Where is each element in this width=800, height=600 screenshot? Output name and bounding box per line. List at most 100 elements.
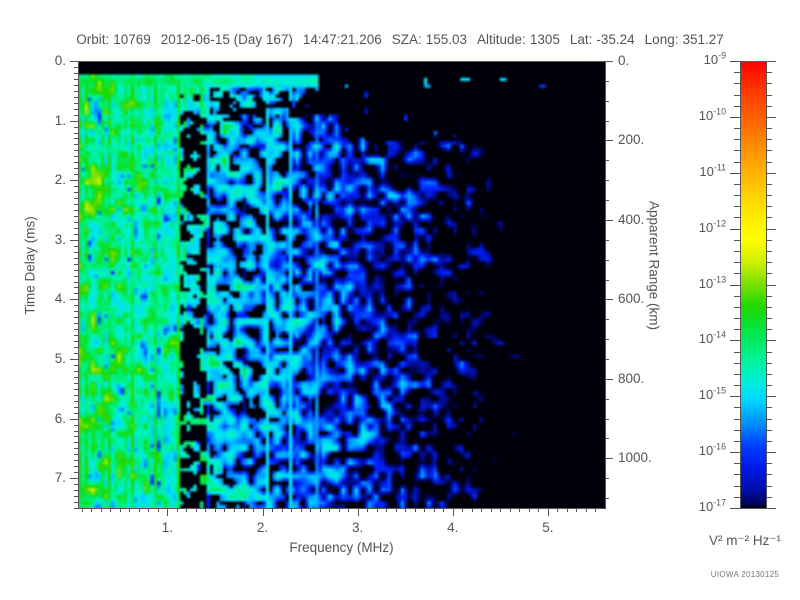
y-tick-minor: [74, 127, 78, 128]
colorbar-tick-minor: [734, 139, 740, 140]
y-tick-minor: [74, 502, 78, 503]
y-tick-minor: [74, 436, 78, 437]
colorbar-tick-minor: [766, 352, 772, 353]
x-tick-minor: [139, 508, 140, 512]
y-tick-minor: [74, 484, 78, 485]
y-tick-major: [70, 299, 78, 300]
y-tick-minor: [74, 234, 78, 235]
y-tick-minor: [74, 329, 78, 330]
y-tick-minor: [74, 162, 78, 163]
y-tick-minor: [74, 91, 78, 92]
x-tick-minor: [396, 508, 397, 512]
y-tick-minor: [74, 311, 78, 312]
y-tick-minor: [74, 138, 78, 139]
y2-tick-minor: [605, 498, 609, 499]
colorbar-tick-minor: [766, 251, 772, 252]
y-tick-minor: [74, 174, 78, 175]
y-left-tick-label: 2.: [54, 172, 66, 188]
sza-field: SZA: 155.03: [392, 32, 467, 47]
x-tick-minor: [234, 508, 235, 512]
colorbar-tick-minor: [734, 486, 740, 487]
colorbar-tick-minor: [734, 150, 740, 151]
x-tick-minor: [424, 508, 425, 512]
x-tick-minor: [205, 508, 206, 512]
x-tick-major: [167, 508, 168, 516]
x-tick-minor: [272, 508, 273, 512]
y-tick-minor: [74, 252, 78, 253]
y-tick-minor: [74, 293, 78, 294]
colorbar-tick-minor: [734, 419, 740, 420]
x-tick-label: 4.: [447, 520, 459, 535]
y-tick-minor: [74, 133, 78, 134]
colorbar-tick-minor: [734, 106, 740, 107]
colorbar-tick-minor: [766, 463, 772, 464]
y-tick-minor: [74, 287, 78, 288]
credit-label: UIOWA 20130125: [710, 570, 780, 579]
y-tick-minor: [74, 79, 78, 80]
colorbar-tick-major: [730, 508, 740, 509]
x-tick-minor: [244, 508, 245, 512]
orbit-field: Orbit: 10769: [76, 32, 151, 47]
lat-field: Lat: -35.24: [570, 32, 635, 47]
colorbar-tick-major: [766, 173, 776, 174]
y2-tick-minor: [605, 359, 609, 360]
colorbar-tick-minor: [734, 95, 740, 96]
y-tick-major: [70, 240, 78, 241]
y-tick-minor: [74, 264, 78, 265]
colorbar-tick-minor: [766, 206, 772, 207]
colorbar-tick-minor: [734, 318, 740, 319]
y-tick-major: [70, 359, 78, 360]
colorbar-tick-minor: [766, 162, 772, 163]
x-tick-minor: [215, 508, 216, 512]
y2-tick-minor: [605, 478, 609, 479]
plot-frame-edge: [78, 61, 79, 508]
y-tick-minor: [74, 144, 78, 145]
x-tick-major: [548, 508, 549, 516]
sza-value: 155.03: [425, 31, 468, 47]
y-tick-minor: [74, 258, 78, 259]
colorbar-tick-minor: [734, 407, 740, 408]
y-tick-minor: [74, 73, 78, 74]
y-tick-minor: [74, 103, 78, 104]
colorbar-tick-minor: [766, 486, 772, 487]
y-tick-minor: [74, 401, 78, 402]
x-tick-minor: [586, 508, 587, 512]
y-tick-major: [70, 478, 78, 479]
y-tick-minor: [74, 347, 78, 348]
y-left-tick-label: 0.: [54, 53, 66, 68]
x-tick-minor: [377, 508, 378, 512]
x-tick-minor: [177, 508, 178, 512]
y-tick-major: [70, 121, 78, 122]
colorbar-tick-major: [766, 508, 776, 509]
colorbar-tick-label: 10-14: [698, 330, 726, 347]
y-tick-major: [70, 180, 78, 181]
y-tick-minor: [74, 305, 78, 306]
y-tick-minor: [74, 395, 78, 396]
colorbar-tick-minor: [734, 430, 740, 431]
ionogram-plot: [78, 61, 605, 508]
colorbar-tick-minor: [734, 83, 740, 84]
plot-frame-edge: [78, 61, 605, 62]
y-axis-left-title: Time Delay (ms): [22, 216, 38, 315]
altitude-field: Altitude: 1305: [477, 32, 560, 47]
y-left-tick-label: 1.: [54, 112, 66, 128]
y-tick-minor: [74, 115, 78, 116]
colorbar-tick-label: 10-16: [698, 441, 726, 459]
x-tick-minor: [282, 508, 283, 512]
colorbar-units-label: V² m⁻² Hz⁻¹: [709, 533, 781, 548]
x-tick-minor: [491, 508, 492, 512]
colorbar-tick-major: [730, 61, 740, 62]
x-tick-major: [263, 508, 264, 516]
y-left-tick-label: 3.: [54, 231, 66, 247]
y-tick-minor: [74, 85, 78, 86]
y-tick-major: [70, 419, 78, 420]
colorbar-tick-major: [730, 452, 740, 453]
spectrogram-heatmap: [78, 61, 605, 508]
colorbar-tick-major: [766, 396, 776, 397]
x-tick-minor: [519, 508, 520, 512]
colorbar-tick-minor: [766, 139, 772, 140]
lat-value: -35.24: [596, 31, 635, 47]
colorbar-tick-major: [766, 117, 776, 118]
x-tick-minor: [82, 508, 83, 512]
